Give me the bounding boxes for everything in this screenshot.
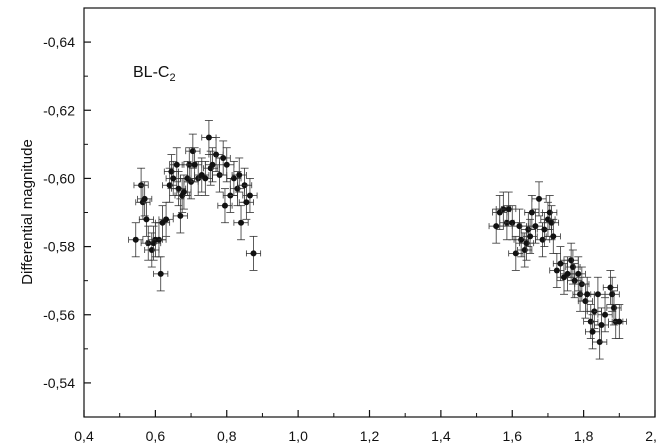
point-marker — [243, 199, 250, 206]
data-point — [549, 252, 565, 288]
point-marker — [553, 267, 560, 274]
x-tick-label: 1,0 — [288, 428, 308, 444]
data-point — [556, 259, 572, 295]
point-marker — [557, 260, 564, 267]
data-point — [128, 222, 144, 258]
data-point — [501, 191, 517, 227]
point-marker — [550, 233, 557, 240]
point-marker — [536, 195, 543, 202]
point-marker — [246, 192, 253, 199]
point-marker — [132, 236, 139, 243]
point-marker — [157, 270, 164, 277]
x-tick-label: 2,0 — [645, 428, 657, 444]
series-annotation: BL-C2 — [133, 64, 176, 84]
y-tick-label: -0,60 — [43, 170, 75, 186]
x-tick-label: 0,8 — [217, 428, 237, 444]
point-marker — [575, 270, 582, 277]
data-point — [590, 276, 606, 312]
point-marker — [616, 318, 623, 325]
point-marker — [191, 161, 198, 168]
x-axis: 0,4 0,6 0,8 1,0 1,2 1,4 1,6 1,8 2,0 — [74, 410, 657, 444]
point-marker — [163, 216, 170, 223]
point-marker — [564, 270, 571, 277]
x-tick-label: 1,6 — [503, 428, 523, 444]
data-point — [531, 181, 547, 217]
data-point — [611, 304, 627, 340]
data-point — [602, 270, 618, 305]
point-marker — [505, 206, 512, 213]
point-marker — [509, 219, 516, 226]
point-marker — [493, 223, 500, 230]
point-marker — [598, 321, 605, 328]
data-point — [242, 178, 258, 213]
point-marker — [541, 226, 548, 233]
y-axis: -0,64 -0,62 -0,60 -0,58 -0,56 -0,54 — [43, 7, 91, 418]
point-marker — [223, 161, 230, 168]
data-point — [231, 157, 247, 193]
data-point — [215, 140, 231, 176]
point-marker — [220, 154, 227, 161]
data-point — [172, 198, 188, 234]
point-marker — [202, 175, 209, 182]
data-point — [158, 201, 174, 237]
point-marker — [571, 277, 578, 284]
point-marker — [250, 250, 257, 257]
y-tick-label: -0,54 — [43, 375, 75, 391]
point-marker — [584, 291, 591, 298]
point-marker — [209, 161, 216, 168]
y-tick-label: -0,62 — [43, 102, 75, 118]
data-point — [138, 201, 154, 237]
point-marker — [205, 134, 212, 141]
point-marker — [236, 172, 243, 179]
point-marker — [527, 233, 534, 240]
y-tick-label: -0,58 — [43, 239, 75, 255]
point-marker — [528, 209, 535, 216]
data-point — [597, 297, 613, 333]
data-point — [217, 188, 233, 224]
data-point — [153, 256, 169, 292]
point-marker — [143, 216, 150, 223]
data-points — [128, 120, 627, 360]
data-point — [504, 205, 520, 241]
point-marker — [213, 151, 220, 158]
data-point — [560, 256, 576, 292]
point-marker — [589, 328, 596, 335]
x-tick-label: 0,4 — [74, 428, 94, 444]
data-point — [163, 154, 179, 190]
point-marker — [602, 311, 609, 318]
data-point — [593, 307, 610, 343]
point-marker — [170, 175, 177, 182]
data-point — [245, 235, 262, 271]
y-tick-label: -0,64 — [43, 34, 75, 50]
data-point — [233, 205, 249, 241]
data-point — [154, 205, 171, 241]
point-marker — [238, 219, 245, 226]
data-point — [522, 218, 538, 254]
plot-frame — [83, 7, 656, 418]
point-marker — [141, 195, 148, 202]
data-point — [204, 147, 221, 183]
data-point — [165, 160, 181, 196]
data-point — [197, 160, 213, 196]
annotation-base: BL-C — [133, 64, 169, 81]
point-marker — [177, 212, 184, 219]
data-point — [570, 256, 586, 292]
point-marker — [594, 291, 601, 298]
point-marker — [180, 189, 187, 196]
x-tick-label: 0,6 — [146, 428, 166, 444]
point-marker — [173, 161, 180, 168]
y-tick-label: -0,56 — [43, 307, 75, 323]
data-point — [137, 181, 153, 217]
x-tick-label: 1,4 — [431, 428, 451, 444]
x-tick-label: 1,2 — [360, 428, 380, 444]
y-axis-title: Differential magnitude — [19, 139, 36, 285]
x-tick-label: 1,8 — [574, 428, 594, 444]
point-marker — [221, 202, 228, 209]
data-point — [238, 184, 254, 220]
data-point — [208, 137, 224, 173]
data-point — [492, 195, 508, 230]
annotation-subscript: 2 — [169, 72, 175, 84]
